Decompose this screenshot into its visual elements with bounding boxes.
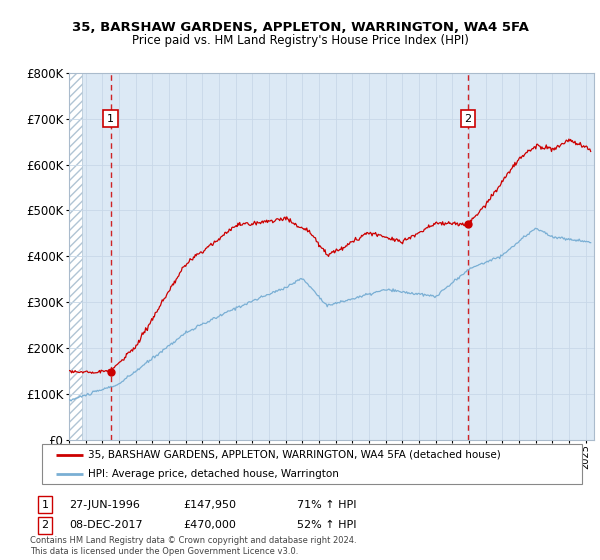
- Text: £147,950: £147,950: [183, 500, 236, 510]
- Text: Contains HM Land Registry data © Crown copyright and database right 2024.
This d: Contains HM Land Registry data © Crown c…: [30, 536, 356, 556]
- FancyBboxPatch shape: [42, 444, 582, 484]
- Text: 2: 2: [41, 520, 49, 530]
- Bar: [82, 73, 594, 440]
- Text: 35, BARSHAW GARDENS, APPLETON, WARRINGTON, WA4 5FA (detached house): 35, BARSHAW GARDENS, APPLETON, WARRINGTO…: [88, 450, 500, 460]
- Text: 71% ↑ HPI: 71% ↑ HPI: [297, 500, 356, 510]
- Text: 1: 1: [41, 500, 49, 510]
- Text: 2: 2: [464, 114, 472, 124]
- Text: Price paid vs. HM Land Registry's House Price Index (HPI): Price paid vs. HM Land Registry's House …: [131, 34, 469, 46]
- Text: 1: 1: [107, 114, 114, 124]
- Text: £470,000: £470,000: [183, 520, 236, 530]
- Text: 08-DEC-2017: 08-DEC-2017: [69, 520, 143, 530]
- Text: 27-JUN-1996: 27-JUN-1996: [69, 500, 140, 510]
- Text: HPI: Average price, detached house, Warrington: HPI: Average price, detached house, Warr…: [88, 469, 339, 478]
- Text: 35, BARSHAW GARDENS, APPLETON, WARRINGTON, WA4 5FA: 35, BARSHAW GARDENS, APPLETON, WARRINGTO…: [71, 21, 529, 34]
- Bar: [69, 73, 82, 440]
- Text: 52% ↑ HPI: 52% ↑ HPI: [297, 520, 356, 530]
